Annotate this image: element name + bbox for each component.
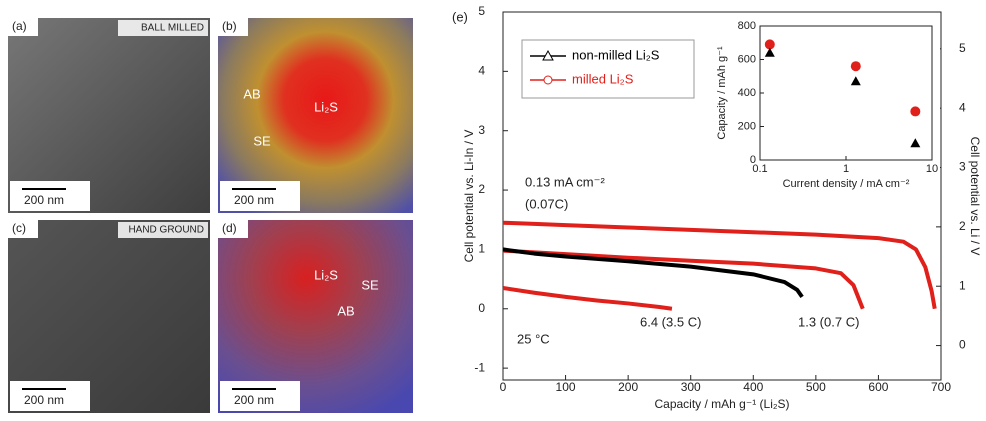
legend-box (521, 39, 695, 99)
y-tick-label: -1 (474, 360, 485, 374)
curve (502, 247, 804, 299)
y-tick-label: 5 (478, 4, 485, 18)
y-tick-label: 400 (738, 87, 756, 99)
point (764, 39, 775, 50)
annotation: 0.13 mA cm⁻² (525, 174, 605, 189)
curve (502, 248, 865, 310)
y-tick-label: 3 (478, 123, 485, 137)
scale-label: 200 nm (24, 193, 64, 207)
image-panels: (a) BALL MILLED 200 nm (b) 200 nm AB Li₂S SE (c)… (8, 18, 379, 411)
tag-bg (118, 222, 208, 238)
x-tick-label: 0.1 (752, 163, 767, 175)
panel-label-bg (218, 220, 248, 238)
image-c (8, 220, 210, 413)
panel-label: (c) (12, 221, 26, 235)
panel-label-bg (218, 18, 248, 36)
y-axis-label: Cell potential vs. Li-In / V (462, 130, 476, 263)
legend-marker (543, 75, 553, 85)
x-tick-label: 1 (843, 163, 849, 175)
curve (502, 286, 673, 311)
y2-tick-label: 4 (959, 100, 966, 114)
annotation: 6.4 (3.5 C) (640, 314, 701, 329)
x-tick-label: 600 (868, 380, 888, 394)
inset-bg (700, 14, 940, 194)
y2-tick-label: 1 (959, 278, 966, 292)
panel-tag: HAND GROUND (128, 225, 204, 236)
region-label: Li₂S (314, 99, 338, 114)
point (850, 61, 861, 72)
region-label: SE (361, 277, 379, 292)
annotation: (0.07C) (525, 196, 568, 211)
x-axis-label: Capacity / mAh g⁻¹ (Li₂S) (654, 397, 789, 411)
y-tick-label: 0 (478, 301, 485, 315)
point (764, 47, 775, 57)
x-tick-label: 400 (743, 380, 763, 394)
panel-label: (a) (12, 19, 27, 33)
y-tick-label: 1 (478, 242, 485, 256)
y2-tick-label: 0 (959, 338, 966, 352)
panel-label: (b) (222, 19, 237, 33)
legend-label: milled Li₂S (572, 71, 634, 86)
x-tick-label: 300 (681, 380, 701, 394)
panel-label: (e) (452, 9, 468, 24)
inset-chart: 0.1 1 10 0 200 400 600 800 Current density / mA … (700, 14, 940, 194)
legend-label: non-milled Li₂S (572, 47, 660, 62)
panel-label-bg (8, 18, 38, 36)
y-tick-label: 2 (478, 182, 485, 196)
y-tick-label: 800 (738, 20, 756, 32)
y2-tick-label: 2 (959, 219, 966, 233)
plot-frame (502, 11, 942, 381)
scale-label: 200 nm (234, 393, 274, 407)
y-axis-label: Capacity / mAh g⁻¹ (716, 46, 728, 140)
y2-tick-label: 3 (959, 160, 966, 174)
scale-bg (220, 181, 300, 211)
scale-bg (220, 381, 300, 411)
x-tick-label: 700 (931, 380, 951, 394)
y2-axis-label: Cell potential vs. Li / V (968, 137, 982, 256)
region-label: AB (337, 303, 354, 318)
annotation: 25 °C (517, 331, 550, 346)
x-tick-label: 100 (556, 380, 576, 394)
panel-label: (d) (222, 221, 237, 235)
chart-e: (e)0 100 200 300 400 500 600 700-1012345012345C… (452, 4, 982, 411)
x-axis-label: Current density / mA cm⁻² (783, 178, 910, 190)
x-tick-label: 10 (926, 163, 938, 175)
x-tick-label: 500 (806, 380, 826, 394)
x-tick-label: 200 (618, 380, 638, 394)
point (850, 76, 861, 86)
scale-bg (10, 181, 90, 211)
annotation: 1.3 (0.7 C) (798, 314, 859, 329)
scale-label: 200 nm (234, 193, 274, 207)
region-label: SE (253, 133, 271, 148)
y2-tick-label: 5 (959, 41, 966, 55)
image-a (8, 18, 210, 213)
region-label: Li₂S (314, 267, 338, 282)
x-tick-label: 0 (500, 380, 507, 394)
panel-tag: BALL MILLED (141, 23, 204, 34)
region-label: AB (243, 86, 260, 101)
image-b (218, 18, 413, 213)
y-tick-label: 4 (478, 64, 485, 78)
point (910, 106, 921, 117)
y-tick-label: 0 (750, 154, 756, 166)
image-d (218, 220, 413, 413)
y-tick-label: 200 (738, 120, 756, 132)
scale-bg (10, 381, 90, 411)
scale-label: 200 nm (24, 393, 64, 407)
legend-marker (542, 49, 554, 61)
panel-label-bg (8, 220, 38, 238)
curve (502, 220, 937, 310)
y-tick-label: 600 (738, 53, 756, 65)
point (910, 138, 921, 148)
tag-bg (118, 20, 208, 36)
